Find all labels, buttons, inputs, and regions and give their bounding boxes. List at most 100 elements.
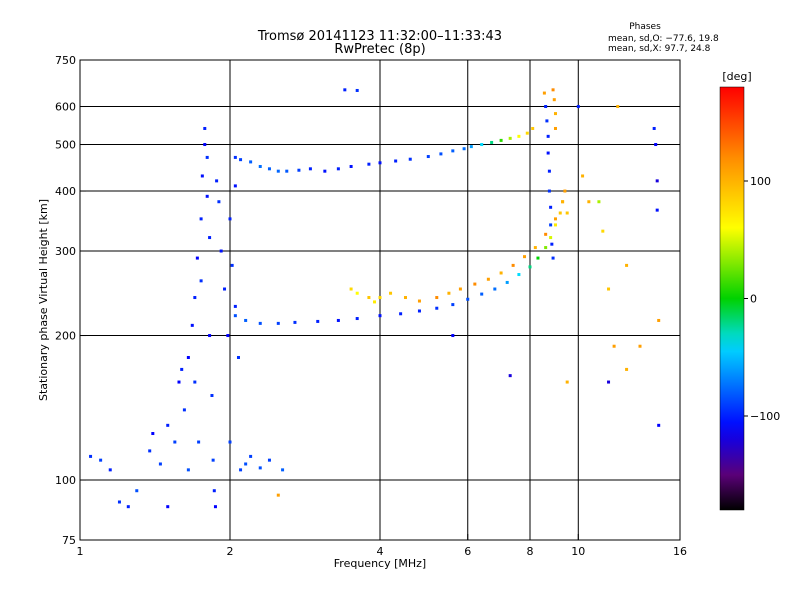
data-point — [563, 189, 567, 193]
data-point — [210, 394, 214, 398]
data-point — [308, 167, 312, 171]
x-tick-label: 6 — [464, 545, 471, 558]
colorbar-unit-label: [deg] — [722, 70, 751, 83]
x-tick-label: 8 — [527, 545, 534, 558]
data-point — [394, 159, 398, 163]
data-point — [249, 160, 253, 164]
data-point — [549, 223, 553, 227]
data-point — [208, 334, 212, 338]
data-point — [336, 318, 340, 322]
data-point — [228, 217, 232, 221]
data-point — [233, 184, 237, 188]
y-tick-label: 100 — [55, 474, 76, 487]
data-point — [544, 232, 548, 236]
x-tick-label: 4 — [377, 545, 384, 558]
data-point — [378, 296, 382, 300]
data-point — [499, 271, 503, 275]
data-point — [612, 344, 616, 348]
data-point — [233, 155, 237, 159]
data-point — [233, 304, 237, 308]
data-point — [173, 440, 177, 444]
data-point — [616, 105, 620, 109]
data-point — [285, 169, 289, 173]
data-point — [258, 321, 262, 325]
data-point — [565, 380, 569, 384]
data-point — [205, 194, 209, 198]
data-point — [486, 277, 490, 281]
y-tick-label: 75 — [62, 534, 76, 547]
data-point — [447, 291, 451, 295]
data-point — [203, 143, 207, 147]
data-point — [316, 319, 320, 323]
data-point — [625, 263, 629, 267]
data-point — [607, 287, 611, 291]
data-point — [558, 211, 562, 215]
data-point — [533, 246, 537, 250]
data-point — [258, 466, 262, 470]
data-point — [166, 505, 170, 509]
data-point — [158, 462, 162, 466]
data-point — [267, 167, 271, 171]
data-point — [89, 454, 93, 458]
data-point — [276, 321, 280, 325]
data-point — [581, 174, 585, 178]
data-point — [550, 242, 554, 246]
data-point — [655, 208, 659, 212]
data-point — [215, 179, 219, 183]
data-point — [451, 303, 455, 307]
data-point — [199, 279, 203, 283]
data-point — [226, 334, 230, 338]
phases-x-stats: mean, sd,X: 97.7, 24.8 — [608, 44, 711, 54]
data-point — [469, 145, 473, 149]
data-point — [195, 256, 199, 260]
data-point — [276, 493, 280, 497]
data-point — [230, 263, 234, 267]
data-point — [451, 149, 455, 153]
data-point — [576, 105, 580, 109]
data-point — [399, 312, 403, 316]
data-point — [652, 126, 656, 130]
data-point — [546, 151, 550, 155]
data-point — [473, 282, 477, 286]
data-point — [186, 468, 190, 472]
y-tick-label: 750 — [55, 54, 76, 67]
colorbar-tick-label: 100 — [750, 175, 771, 188]
y-tick-label: 300 — [55, 245, 76, 258]
data-point — [239, 468, 243, 472]
colorbar-tick-label: −100 — [750, 410, 780, 423]
data-point — [490, 140, 494, 144]
data-point — [182, 408, 186, 412]
data-point — [219, 249, 223, 253]
data-point — [654, 143, 658, 147]
data-point — [536, 256, 540, 260]
data-point — [378, 314, 382, 318]
data-point — [480, 143, 484, 147]
data-point — [508, 374, 512, 378]
chart-subtitle: RwPretec (8p) — [334, 42, 425, 57]
data-point — [508, 136, 512, 140]
data-point — [389, 291, 393, 295]
data-point — [601, 229, 605, 233]
data-point — [193, 296, 197, 300]
y-tick-label: 200 — [55, 330, 76, 343]
data-point — [525, 131, 529, 135]
data-point — [517, 273, 521, 277]
data-point — [528, 265, 532, 269]
y-tick-label: 500 — [55, 139, 76, 152]
phases-label: Phases — [629, 22, 661, 32]
data-point — [186, 355, 190, 359]
data-point — [625, 367, 629, 371]
data-point — [517, 134, 521, 138]
data-point — [565, 211, 569, 215]
data-point — [244, 462, 248, 466]
data-point — [505, 280, 509, 284]
data-point — [293, 320, 297, 324]
data-point — [180, 367, 184, 371]
data-point — [355, 291, 359, 295]
data-point — [343, 88, 347, 92]
data-point — [511, 263, 515, 267]
data-point — [217, 200, 221, 204]
y-axis-title: Stationary phase Virtual Height [km] — [37, 199, 50, 401]
data-point — [417, 299, 421, 303]
